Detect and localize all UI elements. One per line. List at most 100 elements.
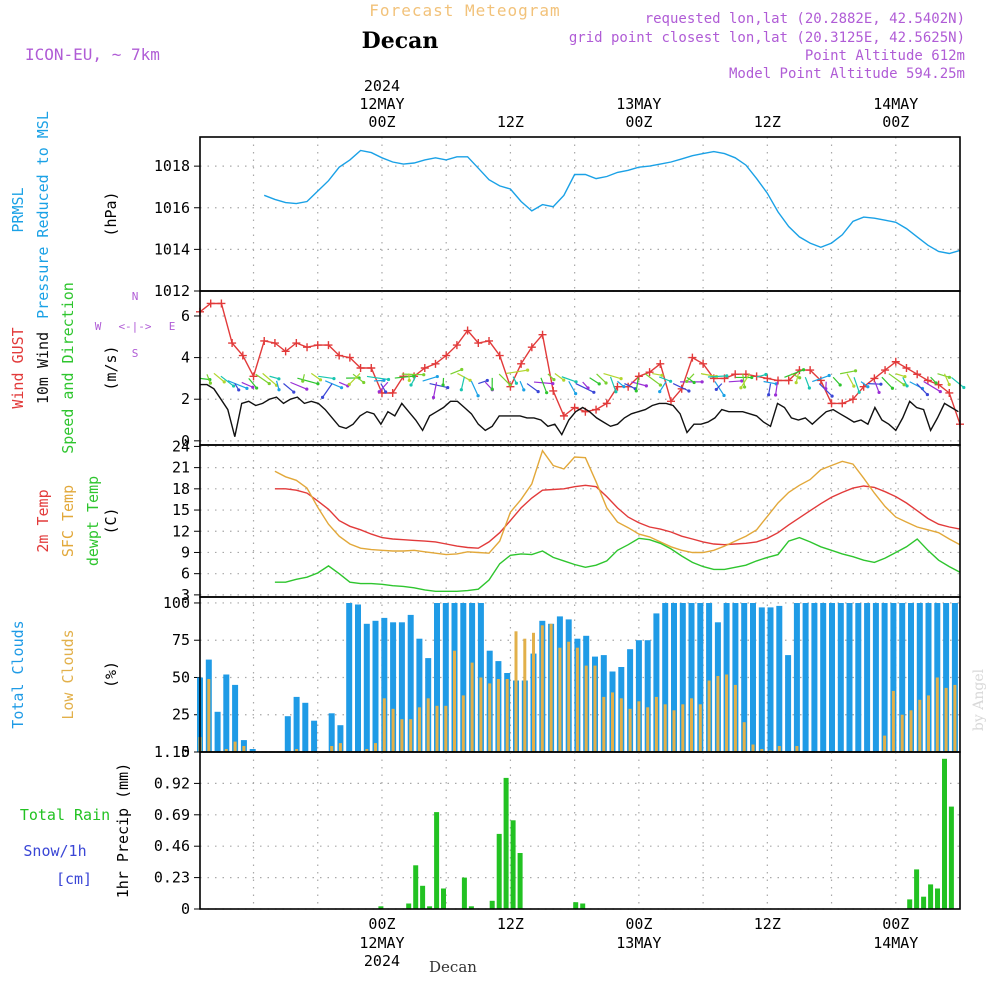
bar bbox=[611, 692, 614, 752]
side-label: Snow/1h bbox=[23, 842, 86, 860]
bar bbox=[921, 896, 927, 909]
bar bbox=[378, 906, 384, 909]
bar bbox=[672, 710, 676, 752]
bar bbox=[420, 885, 426, 909]
gust-marker bbox=[442, 351, 451, 360]
wind-arrow-head bbox=[644, 384, 648, 388]
bar bbox=[942, 758, 947, 909]
bar bbox=[872, 603, 879, 752]
bar bbox=[468, 906, 474, 909]
gust-marker bbox=[934, 380, 943, 389]
wind-arrow bbox=[410, 376, 417, 386]
bar bbox=[496, 679, 500, 752]
bar bbox=[365, 749, 369, 752]
bar bbox=[496, 833, 502, 909]
wind-arrow bbox=[923, 381, 941, 393]
bar bbox=[413, 865, 419, 909]
wind-arrow-head bbox=[208, 381, 212, 385]
ytick-label: 0.46 bbox=[154, 837, 190, 855]
wind-arrow-head bbox=[551, 382, 555, 386]
bar bbox=[662, 603, 669, 752]
bar bbox=[899, 603, 906, 752]
wind-arrow-head bbox=[740, 379, 744, 383]
wind-arrow bbox=[554, 373, 565, 381]
wind-arrow-head bbox=[658, 383, 663, 387]
y-axis-label: (hPa) bbox=[102, 191, 120, 236]
bar bbox=[407, 614, 414, 752]
wind-arrow bbox=[775, 381, 779, 396]
wind-arrow-head bbox=[614, 390, 618, 394]
wind-arrow bbox=[804, 376, 810, 389]
wind-arrow bbox=[589, 377, 600, 385]
series-10m-wind bbox=[200, 383, 959, 437]
wind-arrow-head bbox=[866, 385, 870, 389]
bar bbox=[944, 687, 948, 752]
ytick-label: 1.15 bbox=[154, 743, 190, 761]
wind-arrow-head bbox=[237, 388, 241, 392]
chart-title: Forecast Meteogram bbox=[369, 1, 560, 20]
ytick-label: 0.69 bbox=[154, 806, 190, 824]
gust-marker bbox=[270, 339, 279, 348]
wind-arrow-head bbox=[619, 377, 623, 381]
gust-marker bbox=[388, 388, 397, 397]
gust-marker bbox=[774, 376, 783, 385]
side-label: Total Rain bbox=[20, 806, 110, 824]
gust-marker bbox=[806, 366, 815, 375]
wind-arrow-head bbox=[586, 386, 590, 390]
ytick-label: 1018 bbox=[154, 157, 190, 175]
wind-arrow-head bbox=[830, 394, 834, 398]
panel-pressure: 1012 1014 1016 1018 (hPa) PRMSL Pressure Reduc… bbox=[9, 111, 961, 319]
wind-arrow-head bbox=[925, 392, 930, 397]
wind-arrow-head bbox=[377, 390, 381, 394]
wind-arrow-head bbox=[460, 367, 464, 372]
wind-arrow bbox=[635, 377, 639, 391]
bar bbox=[619, 698, 623, 752]
bar bbox=[767, 607, 774, 752]
wind-arrow-head bbox=[267, 381, 271, 386]
bar bbox=[523, 638, 527, 752]
wind-arrow-head bbox=[245, 386, 249, 390]
bar bbox=[820, 603, 827, 752]
bar bbox=[584, 665, 588, 752]
wind-arrow-head bbox=[660, 373, 664, 377]
gust-marker bbox=[923, 376, 932, 385]
bar bbox=[374, 743, 377, 752]
bar bbox=[698, 704, 702, 752]
wind-arrow-head bbox=[722, 393, 726, 398]
wind-arrow bbox=[325, 380, 342, 389]
bar bbox=[935, 677, 939, 752]
bar bbox=[503, 777, 509, 909]
wind-arrow bbox=[784, 369, 804, 378]
side-label: Total Clouds bbox=[9, 620, 27, 728]
wind-arrow-head bbox=[441, 383, 445, 387]
bottom-year-label: 2024 bbox=[364, 952, 400, 970]
bar bbox=[928, 884, 934, 909]
gust-marker bbox=[570, 403, 579, 412]
wind-arrow bbox=[255, 373, 270, 385]
wind-arrow-head bbox=[320, 395, 325, 399]
gust-marker bbox=[881, 366, 890, 375]
wind-arrow bbox=[269, 375, 280, 380]
wind-arrow-head bbox=[742, 385, 747, 389]
bar bbox=[644, 640, 651, 752]
wind-arrow-head bbox=[522, 388, 526, 392]
bar bbox=[434, 812, 440, 909]
wind-arrow-head bbox=[362, 380, 366, 385]
gust-marker bbox=[249, 372, 258, 381]
wind-arrow bbox=[714, 381, 725, 396]
gust-marker bbox=[420, 364, 429, 372]
bar bbox=[540, 625, 544, 752]
bar bbox=[328, 713, 335, 753]
bar bbox=[681, 704, 685, 752]
ytick-label: 21 bbox=[172, 459, 190, 477]
wind-arrow bbox=[262, 372, 277, 386]
wind-arrow-head bbox=[852, 384, 856, 388]
wind-arrow-head bbox=[468, 378, 472, 382]
bar bbox=[381, 617, 388, 752]
wind-arrow-head bbox=[692, 380, 696, 385]
wind-arrow bbox=[498, 373, 511, 386]
bar bbox=[846, 603, 853, 752]
bar bbox=[427, 906, 433, 909]
bar bbox=[914, 869, 920, 909]
